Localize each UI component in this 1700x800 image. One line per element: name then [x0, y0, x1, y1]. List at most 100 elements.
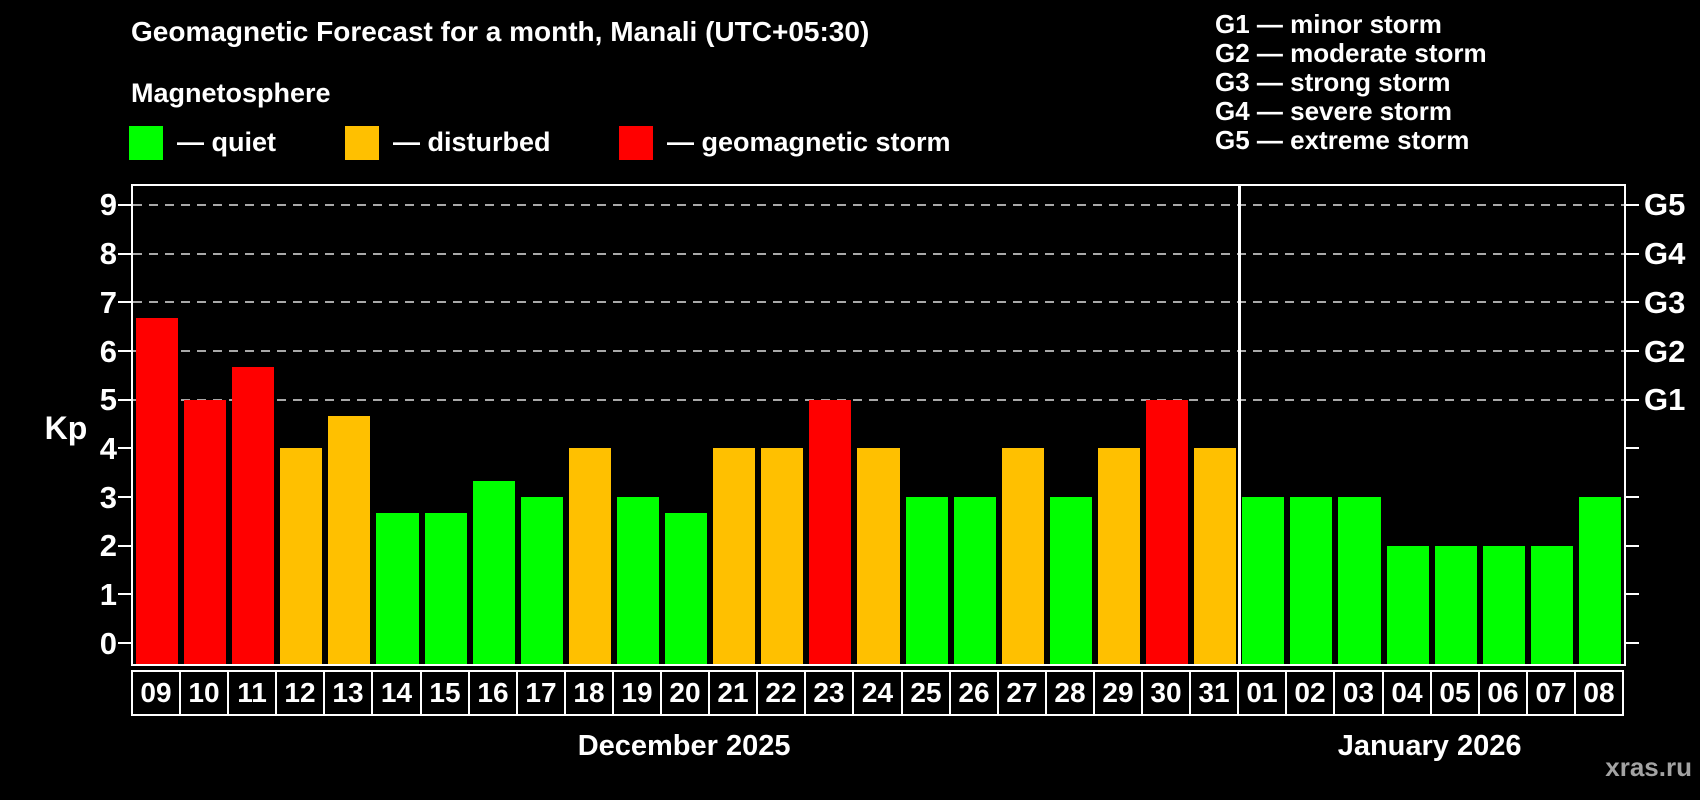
day-label-december-27: 27 [997, 670, 1047, 716]
gridline-kp9 [133, 203, 1624, 206]
plot-inner-area [133, 186, 1624, 664]
kp-bar-december-22 [761, 448, 804, 664]
page-title: Geomagnetic Forecast for a month, Manali… [131, 16, 870, 47]
g-axis-label-g2: G2 [1644, 333, 1686, 369]
g-axis-label-g5: G5 [1644, 187, 1686, 223]
kp-bar-january-05 [1434, 545, 1477, 664]
gridline-kp5 [133, 398, 1624, 401]
y-axis-tick-right-7 [1626, 301, 1639, 304]
day-label-december-18: 18 [564, 670, 614, 716]
y-axis-tick-right-1 [1626, 593, 1639, 596]
g-legend-line-g2: G2 — moderate storm [1215, 38, 1487, 68]
kp-bar-december-29 [1097, 448, 1141, 664]
kp-bar-december-15 [424, 513, 467, 664]
kp-bar-december-23 [809, 399, 852, 664]
day-label-december-19: 19 [612, 670, 662, 716]
y-axis-tick-left-9 [118, 203, 131, 206]
kp-bar-january-07 [1530, 545, 1573, 664]
day-label-december-25: 25 [901, 670, 951, 716]
day-label-december-21: 21 [708, 670, 758, 716]
kp-axis-label: Kp [44, 410, 88, 446]
day-label-december-10: 10 [179, 670, 229, 716]
y-tick-label-4: 4 [99, 430, 117, 466]
y-tick-label-9: 9 [99, 187, 117, 223]
storm-color-swatch [619, 125, 653, 160]
kp-bar-december-13 [328, 415, 371, 664]
kp-bar-december-20 [665, 513, 708, 664]
day-label-december-28: 28 [1045, 670, 1095, 716]
legend-label-disturbed: — disturbed [393, 127, 551, 157]
quiet-color-swatch [129, 125, 163, 160]
kp-bar-december-18 [568, 448, 611, 664]
kp-bar-december-14 [376, 513, 419, 664]
y-tick-label-0: 0 [99, 625, 117, 661]
kp-bar-december-11 [232, 367, 275, 664]
gridline-kp8 [133, 252, 1624, 255]
kp-bar-december-31 [1194, 448, 1237, 664]
kp-bar-december-26 [953, 497, 996, 664]
day-label-december-14: 14 [371, 670, 422, 716]
kp-bar-january-06 [1482, 545, 1525, 664]
day-label-january-06: 06 [1478, 670, 1528, 716]
day-label-december-23: 23 [804, 670, 854, 716]
day-label-december-31: 31 [1189, 670, 1239, 716]
month-label-december: December 2025 [577, 730, 791, 762]
plot-area [131, 184, 1626, 666]
kp-bar-january-04 [1386, 545, 1429, 664]
kp-bar-december-19 [616, 497, 660, 664]
gridline-kp7 [133, 301, 1624, 304]
g-axis-label-g4: G4 [1644, 236, 1686, 272]
month-divider-line [1237, 186, 1241, 664]
g-legend-line-g4: G4 — severe storm [1215, 96, 1453, 126]
kp-bar-december-24 [857, 448, 900, 664]
day-label-january-02: 02 [1285, 670, 1335, 716]
disturbed-color-swatch [345, 125, 379, 160]
kp-bar-december-12 [280, 448, 323, 664]
y-axis-tick-right-4 [1626, 447, 1639, 450]
day-label-december-09: 09 [131, 670, 181, 716]
y-axis-tick-right-3 [1626, 496, 1639, 499]
month-label-january: January 2026 [1337, 730, 1522, 762]
y-axis-tick-left-7 [118, 301, 131, 304]
g-axis-label-g1: G1 [1644, 382, 1686, 418]
day-label-december-29: 29 [1093, 670, 1143, 716]
y-axis-tick-left-8 [118, 252, 131, 255]
day-label-december-15: 15 [420, 670, 470, 716]
y-tick-label-3: 3 [99, 479, 117, 515]
y-axis-tick-left-0 [118, 642, 131, 645]
y-tick-label-5: 5 [99, 382, 117, 418]
day-label-december-20: 20 [660, 670, 710, 716]
y-tick-label-7: 7 [99, 284, 117, 320]
y-tick-label-2: 2 [99, 528, 117, 564]
y-axis-tick-right-2 [1626, 544, 1639, 547]
kp-bar-january-08 [1578, 497, 1621, 664]
y-axis-tick-left-1 [118, 593, 131, 596]
y-axis-tick-right-8 [1626, 252, 1639, 255]
y-tick-label-6: 6 [99, 333, 117, 369]
day-label-december-26: 26 [949, 670, 999, 716]
kp-bar-december-28 [1049, 497, 1092, 664]
kp-bar-january-03 [1338, 497, 1381, 664]
legend-item-quiet: — quiet [129, 125, 276, 160]
day-label-january-05: 05 [1430, 670, 1480, 716]
y-axis-tick-right-0 [1626, 642, 1639, 645]
y-axis-tick-right-5 [1626, 398, 1639, 401]
kp-bar-december-27 [1001, 448, 1044, 664]
kp-bar-december-17 [520, 497, 563, 664]
kp-bar-december-25 [905, 497, 948, 664]
y-axis-tick-left-6 [118, 350, 131, 352]
kp-bar-december-30 [1146, 399, 1189, 664]
day-label-december-13: 13 [323, 670, 373, 716]
day-label-december-16: 16 [468, 670, 518, 716]
kp-bar-january-02 [1290, 497, 1333, 664]
day-label-january-04: 04 [1382, 670, 1432, 716]
legend-label-storm: — geomagnetic storm [667, 127, 951, 157]
day-label-december-22: 22 [756, 670, 806, 716]
magnetosphere-subtitle: Magnetosphere [131, 78, 331, 108]
y-axis-tick-left-2 [118, 544, 131, 547]
g-axis-label-g3: G3 [1644, 284, 1686, 320]
y-tick-label-1: 1 [99, 576, 117, 612]
kp-bar-december-16 [472, 480, 515, 664]
day-label-december-24: 24 [852, 670, 903, 716]
